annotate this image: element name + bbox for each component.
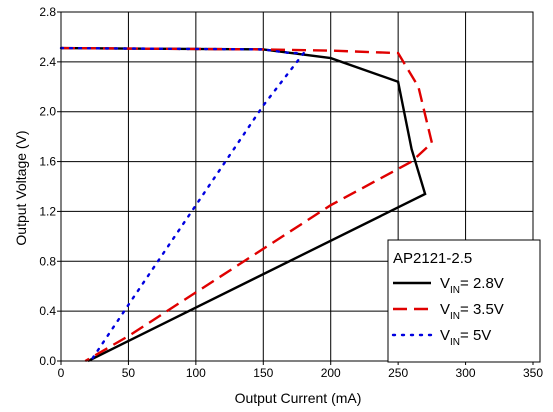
series-line-1 [60, 46, 427, 363]
x-axis-title: Output Current (mA) [235, 390, 362, 406]
grid-lines [60, 11, 534, 362]
x-tick-label: 150 [253, 366, 273, 380]
x-tick-label: 350 [523, 366, 543, 380]
y-tick-label: 0.8 [39, 254, 56, 268]
legend-label-main: V [440, 327, 450, 344]
y-tick-label: 0.0 [39, 354, 56, 368]
legend-label-subscript: IN [450, 311, 460, 322]
series-line-2 [60, 46, 434, 363]
x-tick-label: 200 [321, 366, 341, 380]
axis-ticks: 0 50 100 150 200 250 300 350 0.0 0.4 0.8 1.2 1.6 2.0 2… [39, 5, 543, 380]
legend-label-main: V [440, 301, 450, 318]
y-tick-label: 0.4 [39, 304, 56, 318]
y-tick-label: 2.4 [39, 55, 56, 69]
y-axis-title: Output Voltage (V) [13, 130, 29, 245]
x-tick-label: 0 [58, 366, 65, 380]
y-tick-label: 2.0 [39, 105, 56, 119]
x-tick-label: 100 [186, 366, 206, 380]
x-tick-label: 250 [388, 366, 408, 380]
series-line-3 [59, 46, 307, 363]
legend-label-value: = 2.8V [460, 275, 504, 292]
x-tick-label: 300 [456, 366, 476, 380]
data-series [59, 46, 434, 363]
legend-label-3: VIN= 5V [440, 327, 491, 348]
y-tick-label: 2.8 [39, 5, 56, 19]
legend-title: AP2121-2.5 [393, 250, 472, 267]
y-tick-label: 1.6 [39, 155, 56, 169]
legend-label-2: VIN= 3.5V [440, 301, 504, 322]
legend-label-subscript: IN [450, 285, 460, 296]
legend-label-value: = 3.5V [460, 301, 504, 318]
legend-label-value: = 5V [460, 327, 491, 344]
legend-label-subscript: IN [450, 337, 460, 348]
y-tick-label: 1.2 [39, 204, 56, 218]
legend-label-main: V [440, 275, 450, 292]
x-tick-label: 50 [122, 366, 136, 380]
legend-label-1: VIN= 2.8V [440, 275, 504, 296]
legend-box [387, 239, 541, 363]
plot-frame [60, 11, 534, 362]
